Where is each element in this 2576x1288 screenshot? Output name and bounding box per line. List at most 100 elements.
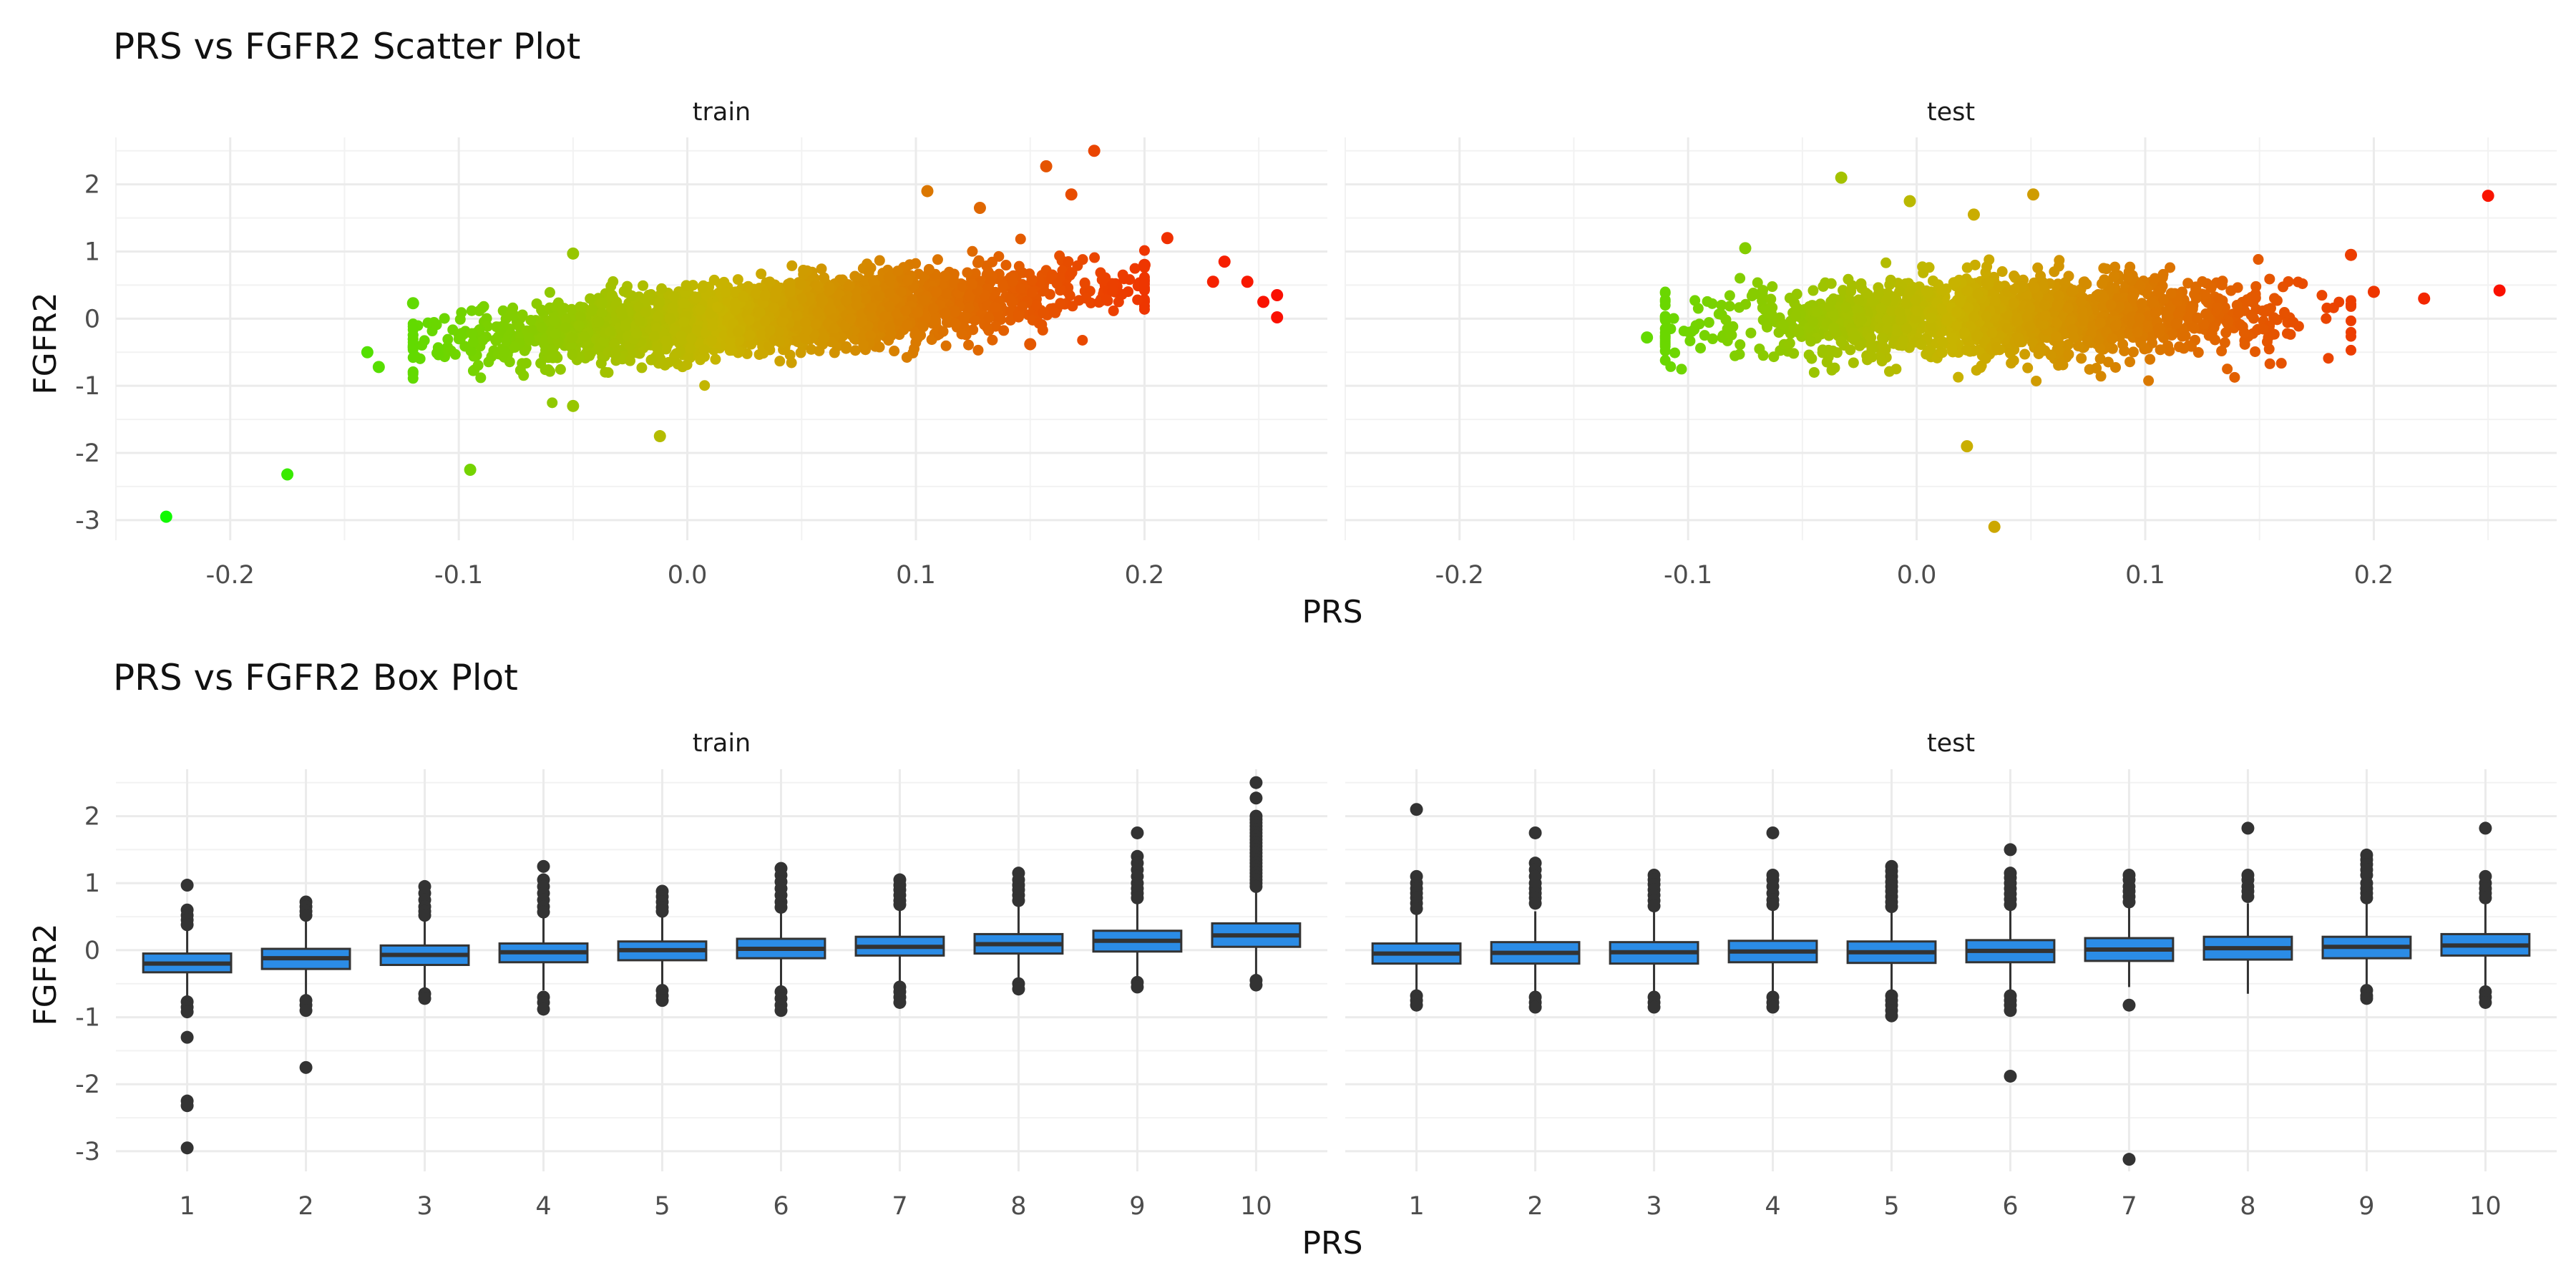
scatter-point: [544, 287, 555, 298]
scatter-point: [555, 364, 566, 375]
box-outlier: [655, 904, 669, 918]
box-outlier: [1885, 1009, 1898, 1023]
scatter-point: [2011, 316, 2023, 327]
box-6: [736, 862, 826, 1018]
scatter-point: [879, 311, 891, 322]
box-outlier: [1766, 1000, 1780, 1014]
scatter-point: [2200, 289, 2211, 301]
scatter-point: [2109, 261, 2121, 273]
box-4: [1727, 826, 1818, 1014]
box-outlier: [1528, 826, 1542, 839]
scatter-point: [2095, 371, 2107, 382]
scatter-point: [2124, 356, 2136, 368]
scatter-point: [764, 276, 776, 288]
scatter-point: [160, 510, 172, 523]
scatter-point: [2253, 254, 2264, 265]
scatter-point: [729, 298, 741, 309]
scatter-point: [919, 313, 931, 324]
scatter-point: [540, 364, 551, 376]
box-8: [973, 867, 1064, 996]
box-outlier: [1249, 776, 1263, 789]
scatter-point: [773, 326, 784, 338]
scatter-point: [1808, 366, 1820, 378]
scatter-point: [707, 321, 718, 332]
scatter-point: [982, 322, 993, 333]
scatter-point: [2067, 324, 2078, 336]
box-outlier: [180, 918, 194, 932]
scatter-point: [2091, 363, 2102, 374]
scatter-point: [651, 343, 663, 354]
scatter-point: [1724, 290, 1735, 301]
scatter-point: [926, 334, 937, 346]
scatter-point: [517, 309, 528, 321]
scatter-title: PRS vs FGFR2 Scatter Plot: [113, 26, 580, 67]
box-10: [1211, 776, 1302, 992]
box-outlier: [1131, 891, 1144, 904]
scatter-point: [1980, 353, 1991, 364]
scatter-point: [1951, 307, 1962, 318]
scatter-point: [768, 302, 779, 313]
scatter-point: [759, 316, 771, 327]
scatter-point: [2068, 285, 2079, 296]
box-outlier: [537, 1002, 550, 1016]
scatter-point: [884, 321, 896, 333]
scatter-point: [472, 360, 484, 371]
scatter-point: [824, 304, 835, 316]
box-10: [2440, 821, 2531, 1009]
scatter-point: [281, 468, 294, 481]
x-tick-label: 0.1: [896, 561, 936, 590]
scatter-point: [1699, 330, 1710, 341]
scatter-point: [2079, 276, 2090, 288]
scatter-point: [2105, 299, 2117, 311]
box-title: PRS vs FGFR2 Box Plot: [113, 657, 518, 698]
scatter-point: [1765, 293, 1777, 305]
scatter-point: [1669, 347, 1681, 358]
scatter-point: [1067, 301, 1078, 312]
scatter-point: [1865, 332, 1877, 343]
scatter-point: [691, 292, 702, 303]
scatter-point: [610, 348, 621, 360]
scatter-point: [1936, 285, 1948, 296]
scatter-point: [791, 311, 803, 322]
scatter-point: [997, 280, 1009, 291]
scatter-point: [1972, 329, 1984, 341]
box-outlier: [2122, 998, 2136, 1012]
scatter-point: [1005, 306, 1016, 317]
x-tick-label: 1: [1408, 1192, 1424, 1221]
scatter-point: [1936, 347, 1948, 358]
scatter-point: [1054, 250, 1065, 262]
scatter-point: [724, 345, 736, 356]
scatter-point: [940, 288, 952, 300]
scatter-point: [1916, 339, 1927, 351]
scatter-point: [2418, 292, 2431, 305]
scatter-point: [2321, 302, 2333, 313]
scatter-point: [829, 323, 840, 334]
scatter-point: [1838, 285, 1849, 296]
box-7: [2084, 868, 2175, 1166]
scatter-point: [2264, 358, 2275, 369]
scatter-point: [2160, 306, 2171, 318]
scatter-panel-test: test-0.2 -0.1 0.0 0.1 0.2: [1345, 98, 2557, 590]
scatter-point: [1793, 327, 1805, 338]
scatter-point: [1734, 302, 1745, 313]
scatter-point: [2182, 313, 2194, 324]
scatter-point: [2053, 290, 2064, 301]
scatter-point: [2170, 318, 2182, 330]
scatter-point: [1853, 294, 1865, 306]
x-tick-label: 10: [2469, 1192, 2502, 1221]
scatter-point: [730, 286, 741, 298]
scatter-point: [1271, 311, 1284, 323]
scatter-point: [2127, 346, 2139, 358]
scatter-point: [2192, 313, 2203, 324]
scatter-point: [2039, 299, 2050, 311]
box-outlier: [180, 1141, 194, 1155]
scatter-point: [774, 336, 785, 347]
scatter-point: [490, 335, 502, 346]
scatter-point: [653, 430, 666, 443]
scatter-point: [2152, 286, 2164, 297]
scatter-point: [927, 303, 939, 314]
scatter-point: [1878, 341, 1889, 352]
scatter-point: [1937, 336, 1948, 348]
scatter-point: [1806, 353, 1818, 364]
scatter-point: [1946, 342, 1958, 353]
